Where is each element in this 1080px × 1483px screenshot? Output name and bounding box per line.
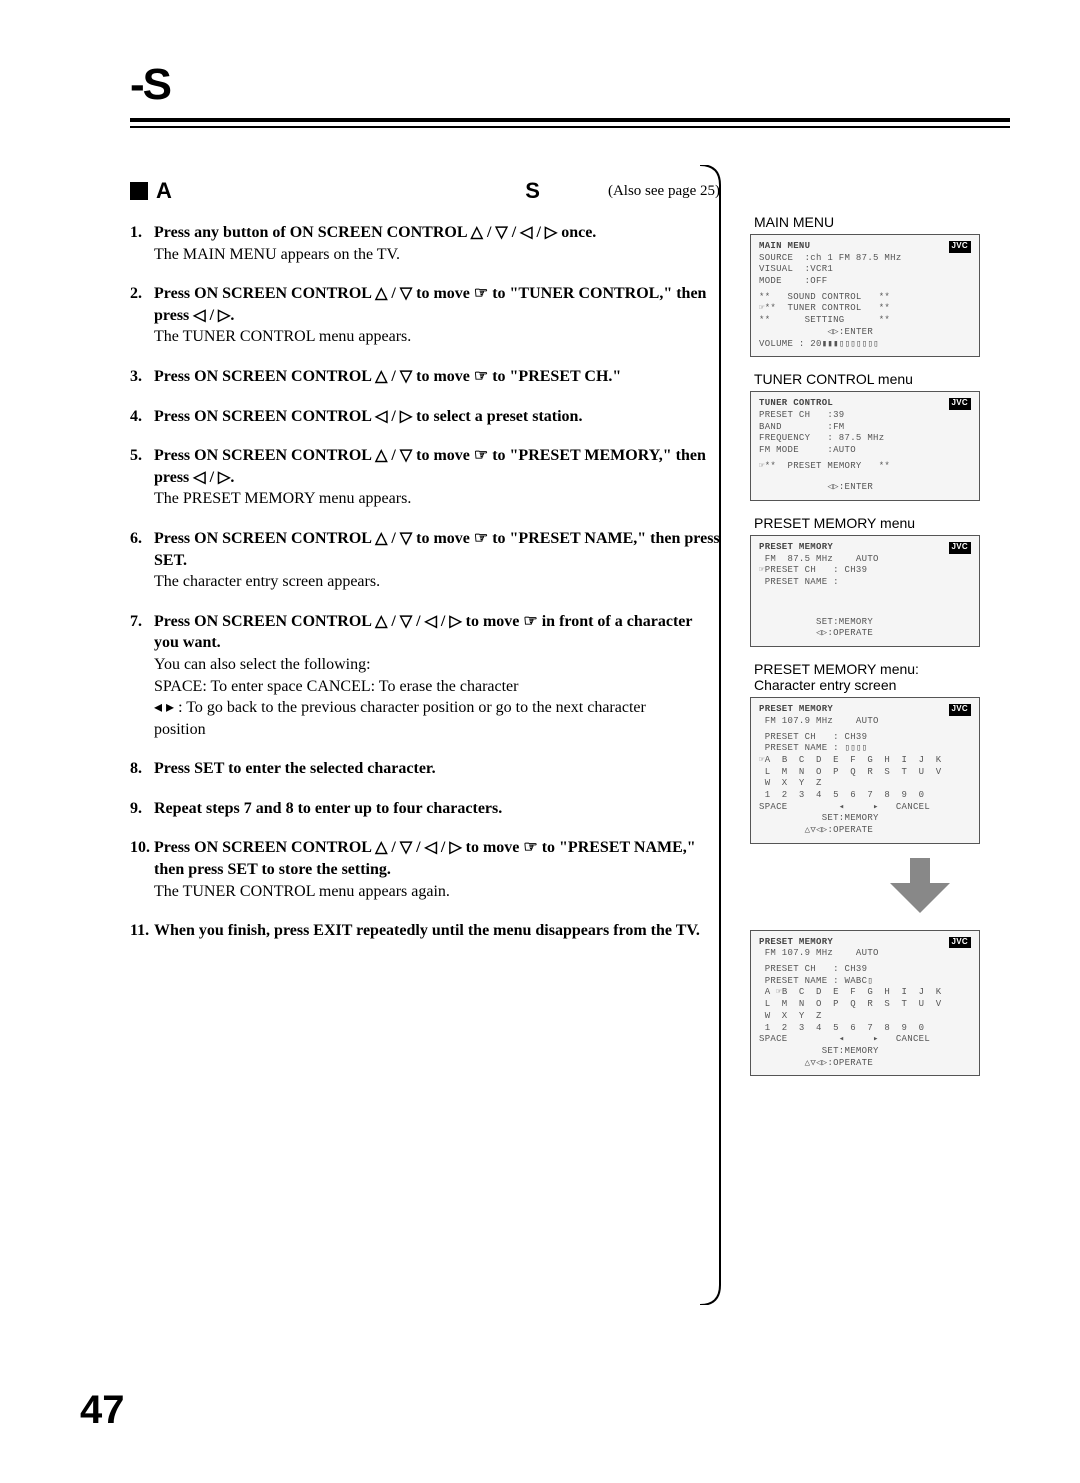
menu-row: VOLUME : 20▮▮▮▯▯▯▯▯▯▯ [759,339,971,351]
title-s: S [525,178,540,204]
step-number: 9. [130,798,154,820]
pm3-menu-box: PRESET MEMORY JVC FM 107.9 MHz AUTO PRESE… [750,930,980,1077]
step-number: 1. [130,222,154,244]
section-title: A S (Also see page 25) [130,178,720,204]
main-menu-box: MAIN MENU JVC SOURCE :ch 1 FM 87.5 MHz VI… [750,234,980,357]
step-bold: Press ON SCREEN CONTROL △ / ▽ / ◁ / ▷ to… [154,613,692,652]
header-rule [130,118,1010,128]
title-a: A [156,178,172,204]
step-bold: When you finish, press EXIT repeatedly u… [154,922,700,939]
menu-row: FM 107.9 MHz AUTO [759,716,971,728]
tuner-menu-box: TUNER CONTROLJVC PRESET CH :39 BAND :FM … [750,391,980,501]
menu-row: FM 87.5 MHz AUTO [759,554,971,566]
page-number: 47 [80,1388,125,1433]
jvc-badge: JVC [949,704,971,716]
jvc-badge: JVC [949,937,971,949]
menu-row: MODE :OFF [759,276,971,288]
pm2-menu-box: PRESET MEMORY JVC FM 107.9 MHz AUTO PRESE… [750,697,980,844]
step-sub: The TUNER CONTROL menu appears again. [154,881,720,903]
menu-row: ☞** PRESET MEMORY ** [759,461,971,473]
step-sub: The character entry screen appears. [154,571,720,593]
step-number: 6. [130,528,154,571]
menu-row: PRESET NAME : ▯▯▯▯ [759,743,971,755]
step-number: 3. [130,366,154,388]
jvc-badge: JVC [949,542,971,554]
step-number: 8. [130,758,154,780]
arrow-down-icon [830,858,1010,918]
step-sub: The PRESET MEMORY menu appears. [154,488,720,510]
step-number: 2. [130,283,154,326]
menu-row: △▽◁▷:OPERATE [759,1058,971,1070]
step-sub: The MAIN MENU appears on the TV. [154,244,720,266]
pm-menu-box: PRESET MEMORY JVC FM 87.5 MHz AUTO ☞PRESE… [750,535,980,647]
pm3-menu-title: PRESET MEMORY [759,937,833,949]
step: 9.Repeat steps 7 and 8 to enter up to fo… [130,798,720,820]
step: 3.Press ON SCREEN CONTROL △ / ▽ to move … [130,366,720,388]
step-bold: Press ON SCREEN CONTROL △ / ▽ to move ☞ … [154,530,720,569]
menu-row: FM MODE :AUTO [759,445,971,457]
menu-row: ☞PRESET CH : CH39 [759,565,971,577]
step-bold: Press any button of ON SCREEN CONTROL △ … [154,224,596,241]
step-number: 5. [130,445,154,488]
menu-row: ◁▷:ENTER [759,482,971,494]
menu-row: ◁▷:OPERATE [759,628,971,640]
step: 2.Press ON SCREEN CONTROL △ / ▽ to move … [130,283,720,348]
header-s: -S [130,60,1010,110]
step-bold: Press ON SCREEN CONTROL △ / ▽ to move ☞ … [154,447,706,486]
bracket-icon [700,165,730,1305]
step: 11.When you finish, press EXIT repeatedl… [130,920,720,942]
menu-row: PRESET NAME : WABC▯ [759,976,971,988]
pm-menu-label: PRESET MEMORY menu [754,515,1010,531]
menu-row: BAND :FM [759,422,971,434]
char-grid: A ☞B C D E F G H I J K L M N O P Q R S T… [759,987,971,1045]
step-bold: Press ON SCREEN CONTROL △ / ▽ to move ☞ … [154,285,706,324]
menu-row: △▽◁▷:OPERATE [759,825,971,837]
step: 5.Press ON SCREEN CONTROL △ / ▽ to move … [130,445,720,510]
step-number: 11. [130,920,154,942]
menu-row: FREQUENCY : 87.5 MHz [759,433,971,445]
step-bold: Press ON SCREEN CONTROL ◁ / ▷ to select … [154,408,582,425]
pm2-menu-title: PRESET MEMORY [759,704,833,716]
menu-row: SET:MEMORY [759,617,971,629]
step-bold: Repeat steps 7 and 8 to enter up to four… [154,800,502,817]
pm2-menu-label: PRESET MEMORY menu: Character entry scre… [754,661,1010,693]
jvc-badge: JVC [949,398,971,410]
step-number: 7. [130,611,154,654]
step-number: 10. [130,837,154,880]
step-bold: Press ON SCREEN CONTROL △ / ▽ to move ☞ … [154,368,621,385]
step: 1.Press any button of ON SCREEN CONTROL … [130,222,720,265]
menu-row: PRESET CH :39 [759,410,971,422]
menu-row: FM 107.9 MHz AUTO [759,948,971,960]
menu-row: PRESET CH : CH39 [759,964,971,976]
menu-row: SET:MEMORY [759,813,971,825]
step-sub: The TUNER CONTROL menu appears. [154,326,720,348]
menu-row: SET:MEMORY [759,1046,971,1058]
step-bold: Press SET to enter the selected characte… [154,760,436,777]
menu-row: ◁▷:ENTER [759,327,971,339]
menu-row: PRESET NAME : [759,577,971,589]
tuner-menu-title: TUNER CONTROL [759,398,833,410]
menu-row: PRESET CH : CH39 [759,732,971,744]
step: 8.Press SET to enter the selected charac… [130,758,720,780]
menu-row: ** SETTING ** [759,315,971,327]
step: 6.Press ON SCREEN CONTROL △ / ▽ to move … [130,528,720,593]
pm-menu-title: PRESET MEMORY [759,542,833,554]
step: 4.Press ON SCREEN CONTROL ◁ / ▷ to selec… [130,406,720,428]
menu-row: ** SOUND CONTROL ** [759,292,971,304]
tuner-menu-label: TUNER CONTROL menu [754,371,1010,387]
jvc-badge: JVC [949,241,971,253]
main-menu-title: MAIN MENU [759,241,810,253]
step-bold: Press ON SCREEN CONTROL △ / ▽ / ◁ / ▷ to… [154,839,696,878]
step-sub: You can also select the following: SPACE… [154,654,720,740]
step: 10.Press ON SCREEN CONTROL △ / ▽ / ◁ / ▷… [130,837,720,902]
step: 7.Press ON SCREEN CONTROL △ / ▽ / ◁ / ▷ … [130,611,720,741]
menu-row: ☞** TUNER CONTROL ** [759,303,971,315]
square-icon [130,182,148,200]
menu-row: VISUAL :VCR1 [759,264,971,276]
menu-row: SOURCE :ch 1 FM 87.5 MHz [759,253,971,265]
char-grid: ☞A B C D E F G H I J K L M N O P Q R S T… [759,755,971,813]
step-number: 4. [130,406,154,428]
main-menu-label: MAIN MENU [754,214,1010,230]
